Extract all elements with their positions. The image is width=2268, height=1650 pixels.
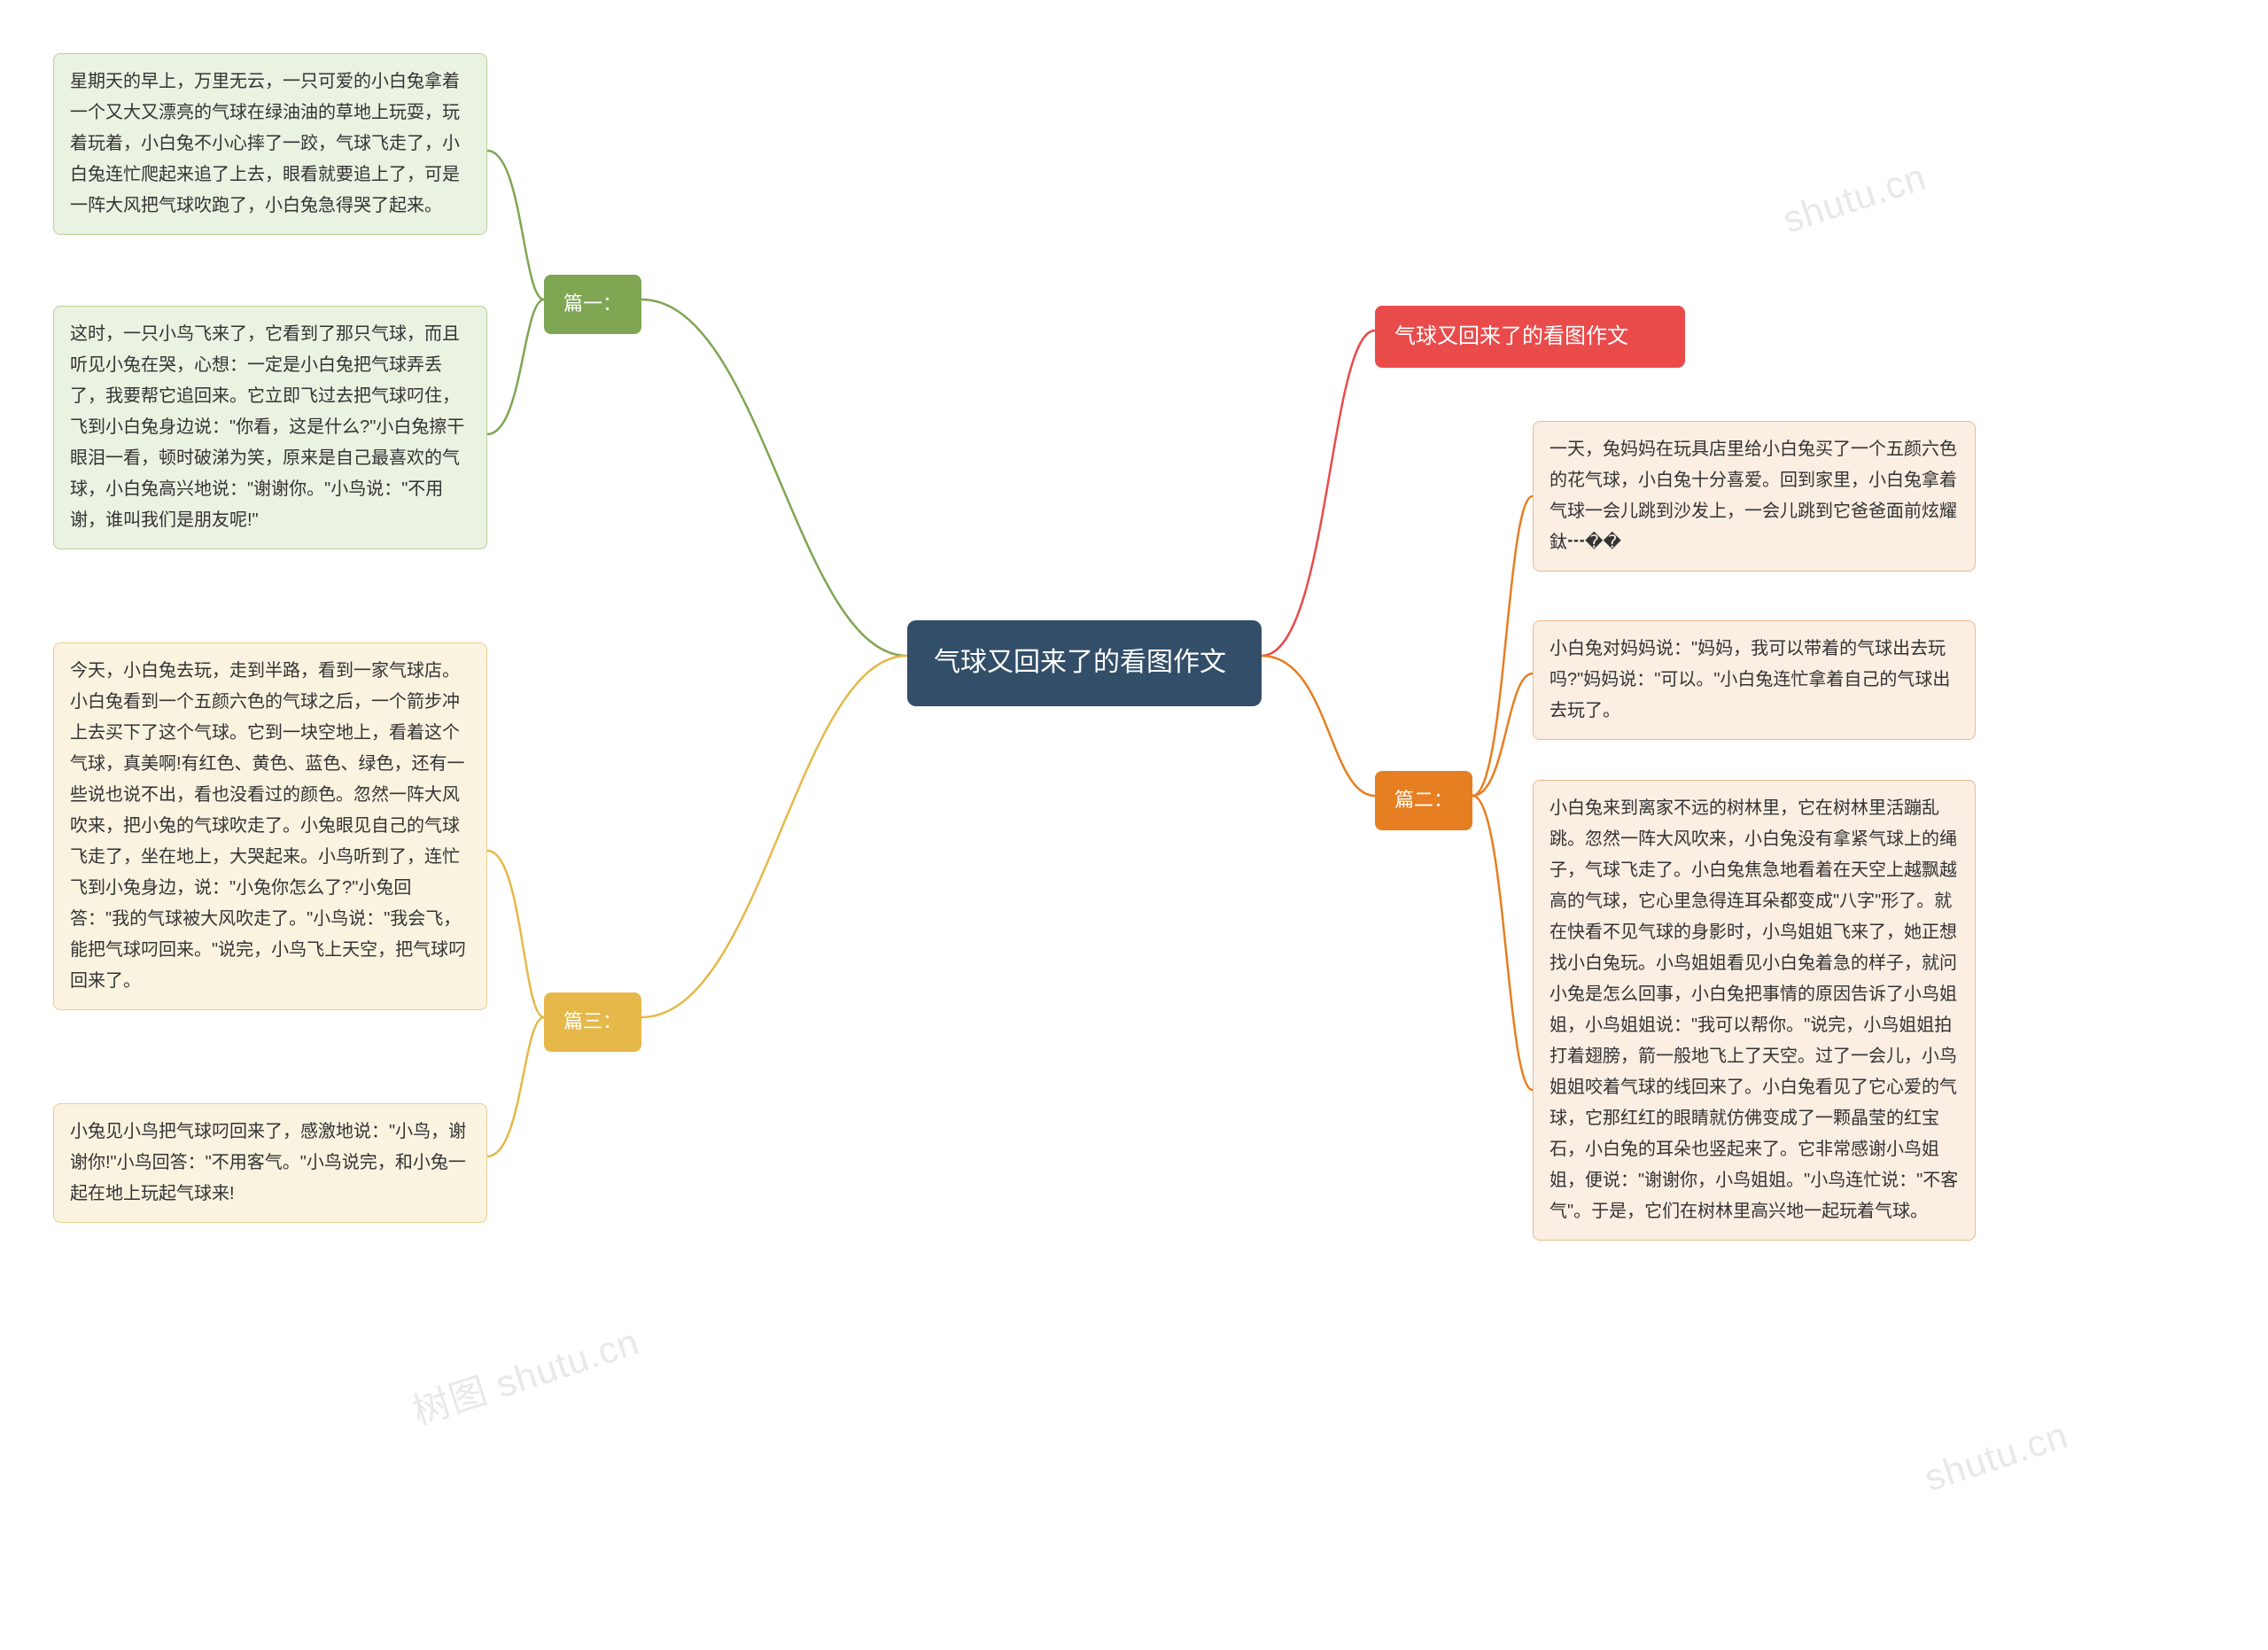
watermark: 树图 shutu.cn bbox=[405, 1311, 645, 1436]
leaf-p3b[interactable]: 小兔见小鸟把气球叼回来了，感激地说："小鸟，谢谢你!"小鸟回答："不用客气。"小… bbox=[53, 1103, 487, 1223]
leaf-p2b[interactable]: 小白兔对妈妈说："妈妈，我可以带着的气球出去玩吗?"妈妈说："可以。"小白兔连忙… bbox=[1533, 620, 1976, 740]
branch-pian1-label: 篇一： bbox=[563, 292, 622, 315]
leaf-p2c-text: 小白兔来到离家不远的树林里，它在树林里活蹦乱跳。忽然一阵大风吹来，小白兔没有拿紧… bbox=[1550, 798, 1958, 1221]
watermark: shutu.cn bbox=[1920, 1413, 2073, 1499]
title-right-node[interactable]: 气球又回来了的看图作文 bbox=[1375, 306, 1685, 368]
leaf-p2c[interactable]: 小白兔来到离家不远的树林里，它在树林里活蹦乱跳。忽然一阵大风吹来，小白兔没有拿紧… bbox=[1533, 780, 1976, 1241]
leaf-p1b[interactable]: 这时，一只小鸟飞来了，它看到了那只气球，而且听见小兔在哭，心想：一定是小白兔把气… bbox=[53, 306, 487, 549]
center-label: 气球又回来了的看图作文 bbox=[934, 648, 1226, 677]
title-right-label: 气球又回来了的看图作文 bbox=[1394, 324, 1628, 348]
leaf-p1a-text: 星期天的早上，万里无云，一只可爱的小白兔拿着一个又大又漂亮的气球在绿油油的草地上… bbox=[70, 72, 460, 215]
leaf-p1b-text: 这时，一只小鸟飞来了，它看到了那只气球，而且听见小兔在哭，心想：一定是小白兔把气… bbox=[70, 324, 464, 530]
leaf-p1a[interactable]: 星期天的早上，万里无云，一只可爱的小白兔拿着一个又大又漂亮的气球在绿油油的草地上… bbox=[53, 53, 487, 235]
center-node[interactable]: 气球又回来了的看图作文 bbox=[907, 620, 1262, 706]
branch-pian2-label: 篇二： bbox=[1394, 789, 1453, 811]
leaf-p2a-text: 一天，兔妈妈在玩具店里给小白兔买了一个五颜六色的花气球，小白兔十分喜爱。回到家里… bbox=[1550, 440, 1957, 552]
leaf-p3b-text: 小兔见小鸟把气球叼回来了，感激地说："小鸟，谢谢你!"小鸟回答："不用客气。"小… bbox=[70, 1122, 466, 1203]
branch-pian2[interactable]: 篇二： bbox=[1375, 771, 1472, 830]
watermark: shutu.cn bbox=[1778, 155, 1931, 241]
branch-pian3-label: 篇三： bbox=[563, 1010, 622, 1032]
leaf-p2b-text: 小白兔对妈妈说："妈妈，我可以带着的气球出去玩吗?"妈妈说："可以。"小白兔连忙… bbox=[1550, 639, 1950, 720]
leaf-p2a[interactable]: 一天，兔妈妈在玩具店里给小白兔买了一个五颜六色的花气球，小白兔十分喜爱。回到家里… bbox=[1533, 421, 1976, 572]
leaf-p3a[interactable]: 今天，小白兔去玩，走到半路，看到一家气球店。小白兔看到一个五颜六色的气球之后，一… bbox=[53, 642, 487, 1010]
leaf-p3a-text: 今天，小白兔去玩，走到半路，看到一家气球店。小白兔看到一个五颜六色的气球之后，一… bbox=[70, 661, 466, 991]
branch-pian3[interactable]: 篇三： bbox=[544, 992, 641, 1052]
branch-pian1[interactable]: 篇一： bbox=[544, 275, 641, 334]
